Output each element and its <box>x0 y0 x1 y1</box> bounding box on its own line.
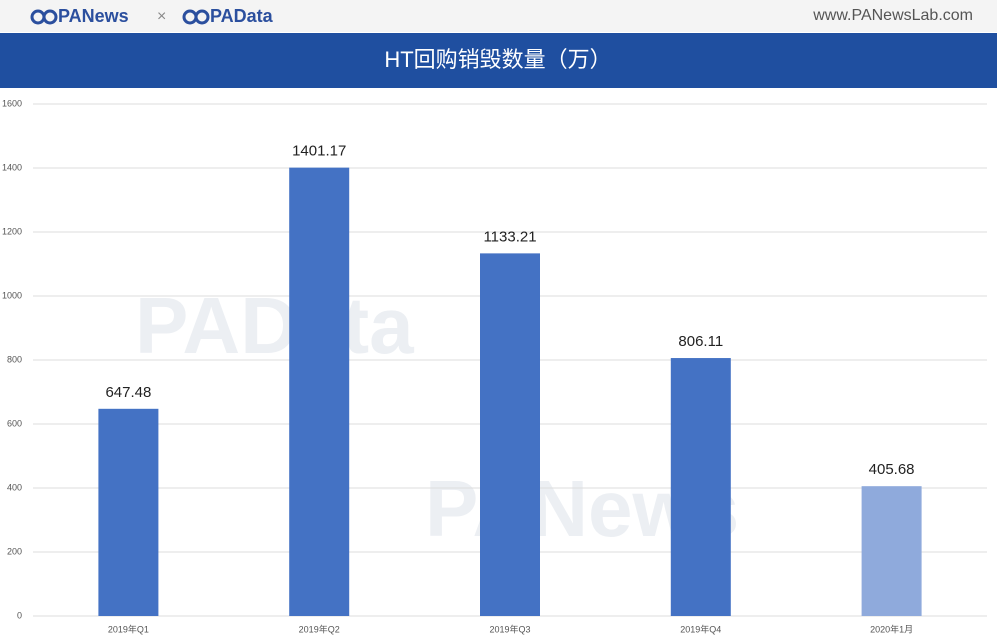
title-band <box>0 33 997 88</box>
value-label: 806.11 <box>678 333 723 350</box>
brand-separator: × <box>157 8 166 25</box>
site-url: www.PANewsLab.com <box>812 7 973 24</box>
y-tick-label: 1000 <box>2 290 22 300</box>
logo-icon <box>30 9 210 25</box>
bar <box>861 486 922 616</box>
y-tick-label: 400 <box>7 482 22 492</box>
bar <box>98 408 159 616</box>
y-tick-label: 1600 <box>2 98 22 108</box>
bar <box>289 167 350 616</box>
watermark: PAData <box>135 281 414 370</box>
chart-title: HT回购销毁数量（万） <box>384 47 611 72</box>
y-tick-label: 600 <box>7 418 22 428</box>
bar <box>480 253 540 616</box>
y-tick-label: 200 <box>7 546 22 556</box>
value-label: 647.48 <box>105 384 151 401</box>
x-tick-label: 2019年Q3 <box>489 623 530 634</box>
brand-left: PANews <box>58 6 129 26</box>
value-label: 1133.21 <box>483 228 536 245</box>
x-tick-label: 2019年Q4 <box>680 623 721 634</box>
y-tick-label: 1200 <box>2 226 22 236</box>
y-tick-label: 800 <box>7 354 22 364</box>
value-label: 1401.17 <box>292 143 346 160</box>
x-tick-label: 2019年Q2 <box>299 623 340 634</box>
bar <box>670 358 731 616</box>
value-label: 405.68 <box>869 461 915 478</box>
brand-right: PAData <box>210 6 274 26</box>
y-tick-label: 1400 <box>2 162 22 172</box>
y-tick-label: 0 <box>17 610 22 620</box>
x-tick-label: 2020年1月 <box>870 623 913 634</box>
header-bar <box>0 0 997 32</box>
x-tick-label: 2019年Q1 <box>108 623 149 634</box>
